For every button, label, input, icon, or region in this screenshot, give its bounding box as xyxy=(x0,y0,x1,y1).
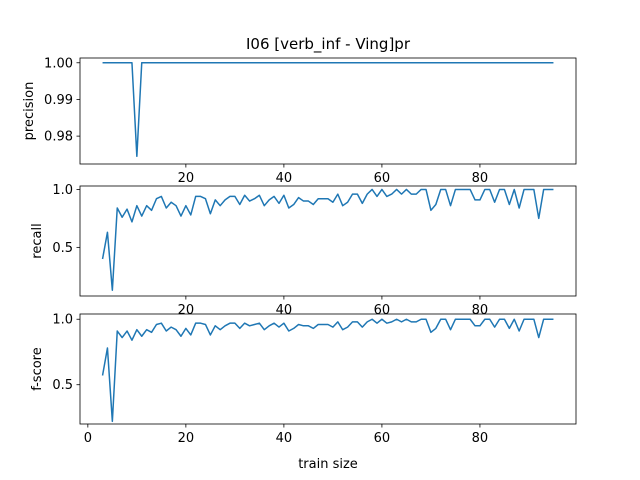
x-tick-label: 20 xyxy=(178,431,195,446)
series-line xyxy=(101,188,554,291)
axes-frame xyxy=(79,185,577,297)
x-axis-label: train size xyxy=(298,457,358,472)
x-tick-label: 60 xyxy=(374,303,391,318)
x-tick-label: 40 xyxy=(276,171,293,186)
y-tick-label: 1.0 xyxy=(52,183,73,198)
y-tick-label: 0.99 xyxy=(44,93,73,108)
y-tick-label: 1.00 xyxy=(44,56,73,71)
x-tick-label: 40 xyxy=(276,431,293,446)
axes-frame xyxy=(79,313,577,425)
x-tick-label: 40 xyxy=(276,303,293,318)
x-tick-label: 80 xyxy=(472,431,489,446)
y-tick-label: 0.98 xyxy=(44,130,73,145)
x-tick-label: 60 xyxy=(374,171,391,186)
axes-frame xyxy=(79,57,577,165)
y-tick-label: 0.5 xyxy=(52,378,73,393)
y-axis-label: precision xyxy=(22,82,37,141)
x-tick-label: 20 xyxy=(178,171,195,186)
y-axis-label: f-score xyxy=(30,347,45,391)
precision-subplot: 20 40 60 80 0.98 0.99 1.00 precision xyxy=(22,56,577,186)
series-line xyxy=(101,318,554,423)
x-tick-label: 80 xyxy=(472,171,489,186)
x-tick-label: 0 xyxy=(84,431,92,446)
chart-title: I06 [verb_inf - Ving]pr xyxy=(246,35,411,54)
f-score-subplot: 0 20 40 60 80 0.5 1.0 f-score train size xyxy=(30,313,577,472)
y-tick-label: 1.0 xyxy=(52,313,73,328)
series-line xyxy=(102,62,554,158)
x-tick-label: 60 xyxy=(374,431,391,446)
y-tick-label: 0.5 xyxy=(52,241,73,256)
y-axis-label: recall xyxy=(30,223,45,258)
x-tick-label: 80 xyxy=(472,303,489,318)
x-tick-label: 20 xyxy=(178,303,195,318)
